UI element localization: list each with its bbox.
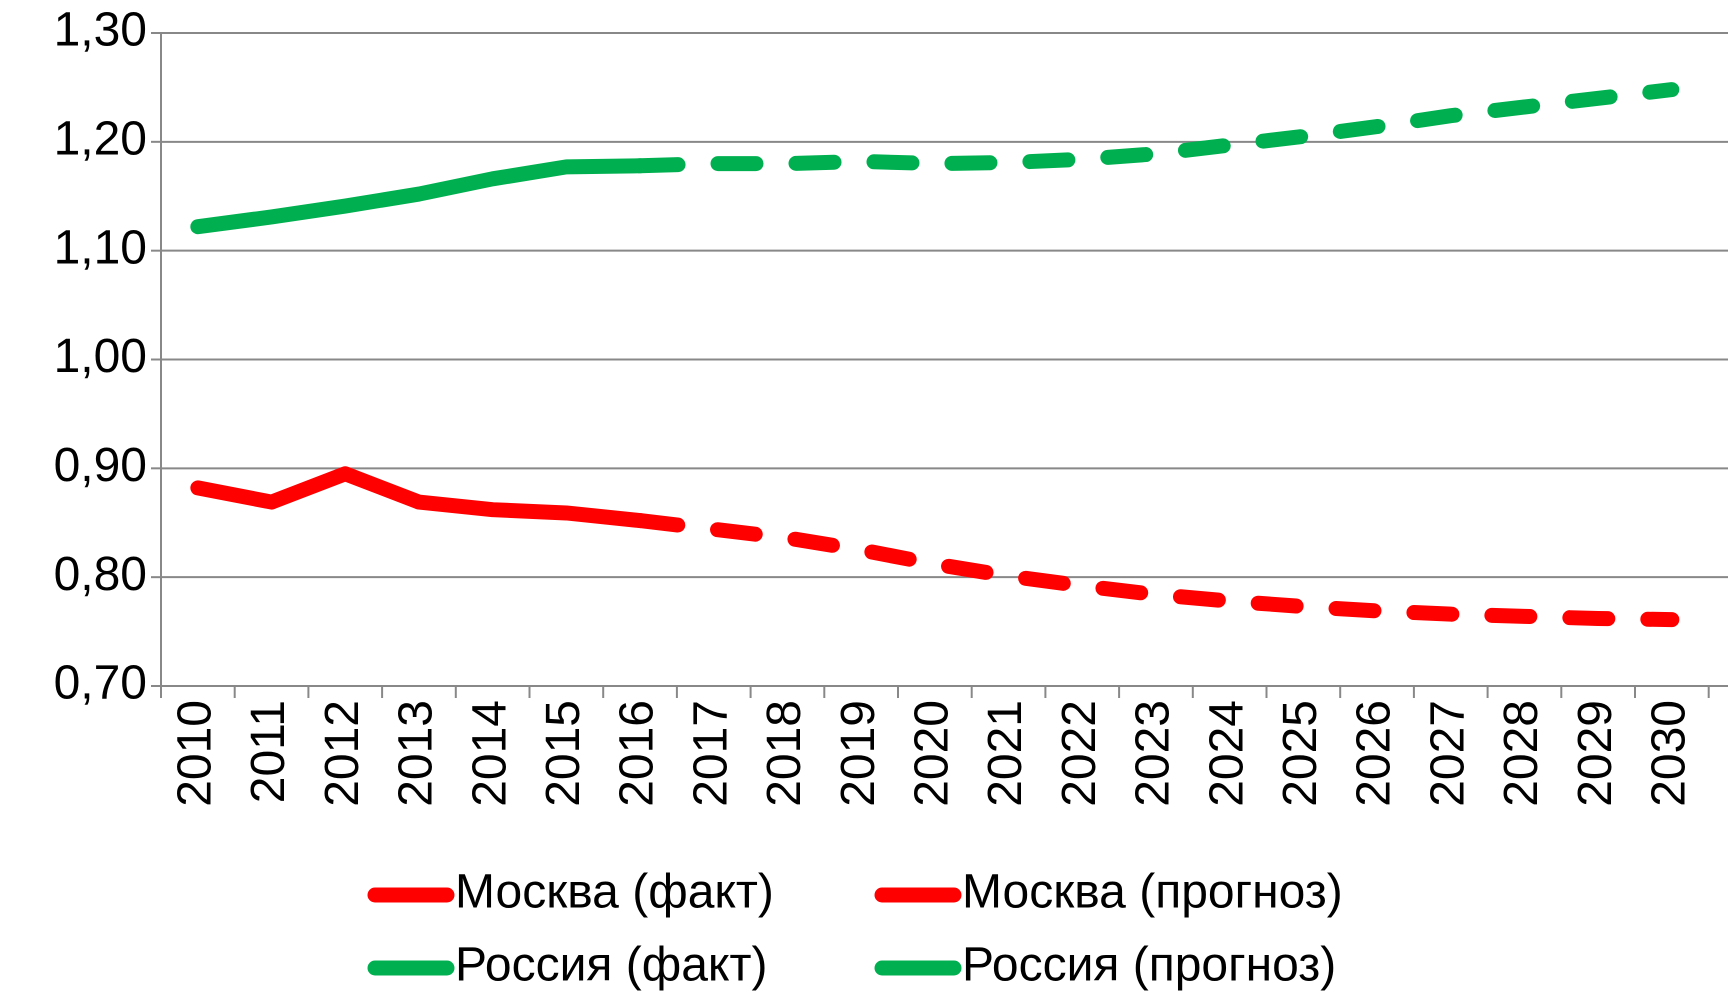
x-tick-label: 2030 bbox=[1643, 700, 1696, 807]
x-tick-label: 2014 bbox=[463, 700, 516, 807]
series-line bbox=[198, 474, 640, 521]
x-tick-label: 2021 bbox=[979, 700, 1032, 807]
legend-label: Москва (факт) bbox=[455, 866, 774, 919]
x-tick-label: 2024 bbox=[1200, 700, 1253, 807]
series-line bbox=[640, 521, 1672, 620]
x-tick-label: 2025 bbox=[1274, 700, 1327, 807]
legend-label: Россия (факт) bbox=[455, 939, 767, 992]
x-tick-label: 2023 bbox=[1127, 700, 1180, 807]
x-tick-label: 2011 bbox=[242, 700, 295, 803]
x-tick-label: 2012 bbox=[316, 700, 369, 807]
x-tick-label: 2017 bbox=[684, 700, 737, 807]
y-tick-label: 1,10 bbox=[54, 221, 147, 274]
x-tick-label: 2019 bbox=[832, 700, 885, 807]
chart: 0,70 0,80 0,90 1,00 1,10 1,20 1,30 2010 2011 2012… bbox=[0, 0, 1728, 995]
x-tick-label: 2022 bbox=[1053, 700, 1106, 807]
y-tick-label: 0,80 bbox=[54, 548, 147, 601]
y-tick-label: 1,20 bbox=[54, 113, 147, 166]
x-tick-label: 2015 bbox=[537, 700, 590, 807]
x-tick-label: 2018 bbox=[758, 700, 811, 807]
x-tick-label: 2013 bbox=[390, 700, 443, 807]
series-line bbox=[198, 166, 640, 227]
legend-label: Россия (прогноз) bbox=[962, 939, 1336, 992]
series-line bbox=[640, 90, 1672, 166]
x-tick-label: 2020 bbox=[906, 700, 959, 807]
x-tick-label: 2029 bbox=[1569, 700, 1622, 807]
x-tick-label: 2026 bbox=[1348, 700, 1401, 807]
legend-label: Москва (прогноз) bbox=[962, 866, 1343, 919]
x-tick-label: 2010 bbox=[169, 700, 222, 807]
x-tick-label: 2027 bbox=[1421, 700, 1474, 807]
x-tick-label: 2016 bbox=[611, 700, 664, 807]
x-tick-label: 2028 bbox=[1495, 700, 1548, 807]
y-tick-label: 1,00 bbox=[54, 330, 147, 383]
y-tick-label: 0,70 bbox=[54, 657, 147, 710]
y-tick-label: 1,30 bbox=[54, 4, 147, 57]
y-tick-label: 0,90 bbox=[54, 439, 147, 492]
